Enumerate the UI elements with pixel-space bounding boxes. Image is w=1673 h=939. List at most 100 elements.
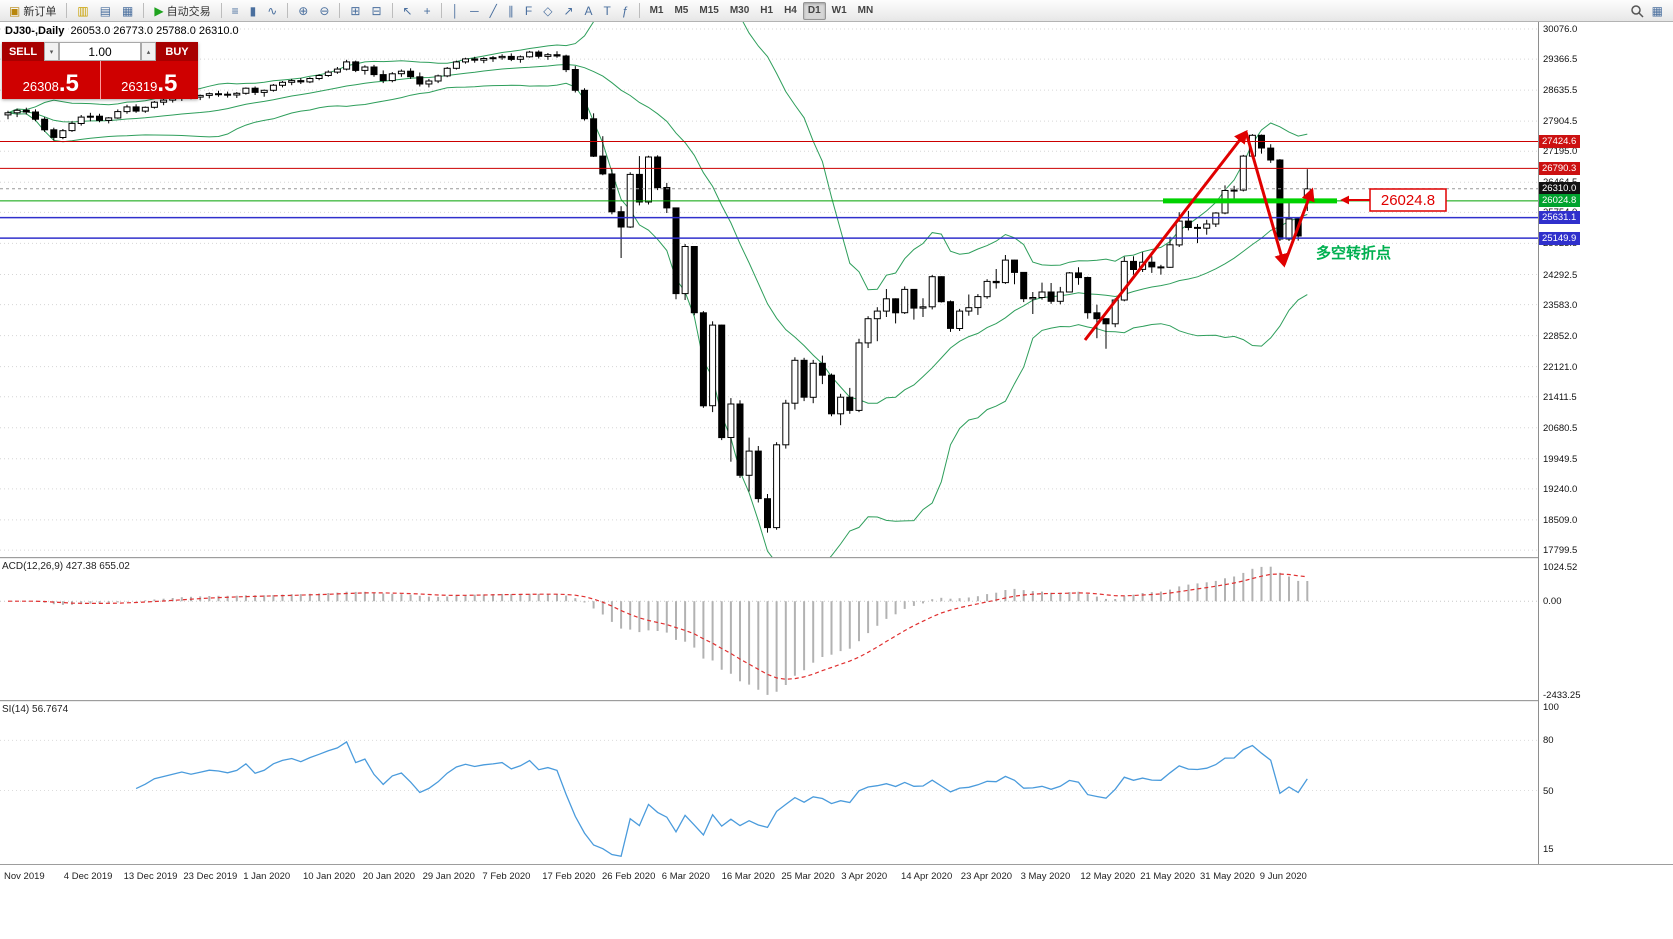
indicators-button[interactable]: ƒ <box>617 1 634 21</box>
timeframe-mn-button[interactable]: MN <box>857 4 874 16</box>
candles-layer <box>4 50 1311 533</box>
timeframe-m30-button[interactable]: M30 <box>729 4 750 16</box>
trendline-button[interactable]: ╱ <box>485 1 502 21</box>
volume-up-button[interactable]: ▴ <box>141 42 156 61</box>
price-callout-box[interactable] <box>1369 188 1447 212</box>
arrows-button[interactable]: ↗ <box>558 1 578 21</box>
crosshair-button[interactable]: + <box>419 1 436 21</box>
main-chart-svg[interactable]: 26024.8 多空转折点 <box>0 22 1538 557</box>
label-button[interactable]: T <box>599 1 616 21</box>
toolbar-separator <box>339 3 341 18</box>
text-icon: A <box>584 3 593 18</box>
price-grid-label: 21411.5 <box>1543 391 1577 403</box>
sell-button[interactable]: SELL <box>2 42 44 61</box>
macd-panel-svg[interactable] <box>0 559 1538 700</box>
navigator-icon: ▤ <box>99 3 112 18</box>
trend-arrows[interactable] <box>1083 129 1315 341</box>
turning-point-annotation[interactable]: 多空转折点 <box>1316 244 1391 262</box>
channel-icon: ∥ <box>507 3 514 18</box>
candlestick-chart-button[interactable]: ▮ <box>245 1 262 21</box>
terminal-button[interactable]: ▦ <box>117 1 138 21</box>
macd-axis-label: -2433.25 <box>1543 689 1581 701</box>
price-level-badge-27424.6: 27424.6 <box>1539 135 1581 148</box>
volume-down-button[interactable]: ▾ <box>44 42 59 61</box>
auto-arrange-button[interactable]: ⊟ <box>366 1 386 21</box>
zoom-in-button[interactable]: ⊕ <box>293 1 313 21</box>
timeframe-h4-button[interactable]: H4 <box>784 4 797 16</box>
line-chart-button[interactable]: ∿ <box>262 1 282 21</box>
auto-trading-button-label: 自动交易 <box>166 5 211 18</box>
chart-title: DJ30-,Daily 26053.0 26773.0 25788.0 2631… <box>5 25 239 37</box>
panel-splitter-macd[interactable] <box>0 557 1673 559</box>
bollinger-bands <box>7 22 1308 557</box>
zoom-out-button[interactable]: ⊖ <box>314 1 334 21</box>
line-chart-icon: ∿ <box>267 3 278 18</box>
date-label: 23 Dec 2019 <box>183 871 238 882</box>
date-label: 20 Jan 2020 <box>362 871 416 882</box>
trendline-icon: ╱ <box>489 3 497 18</box>
date-label: 26 Feb 2020 <box>602 871 656 882</box>
market-watch-button[interactable]: ▥ <box>72 1 93 21</box>
new-order-icon: ▣ <box>9 3 21 18</box>
timeframe-m15-button[interactable]: M15 <box>699 4 719 16</box>
fibonacci-button[interactable]: F <box>520 1 537 21</box>
vertical-line-icon: │ <box>451 3 460 18</box>
buy-price-button[interactable]: 26319.5 <box>99 61 198 99</box>
channel-button[interactable]: ∥ <box>503 1 519 21</box>
rsi-panel-svg[interactable] <box>0 702 1538 864</box>
time-axis[interactable]: Nov 2019 4 Dec 2019 13 Dec 2019 23 Dec 2019… <box>0 864 1673 887</box>
price-level-badge-25149.9: 25149.9 <box>1539 231 1581 245</box>
horizontal-line-icon: ─ <box>470 3 479 18</box>
arrows-icon: ↗ <box>563 3 574 18</box>
cursor-button[interactable]: ↖ <box>398 1 418 21</box>
panel-splitter-rsi[interactable] <box>0 700 1673 702</box>
text-button[interactable]: A <box>580 1 598 21</box>
toolbar-separator <box>638 3 640 18</box>
macd-axis-label: 0.00 <box>1543 596 1562 608</box>
cursor-icon: ↖ <box>402 3 413 18</box>
timeframe-w1-button[interactable]: W1 <box>831 4 847 16</box>
terminal-icon: ▦ <box>122 3 134 18</box>
rsi-indicator-label: SI(14) 56.7674 <box>2 704 69 715</box>
macd-indicator-label: ACD(12,26,9) 427.38 655.02 <box>2 561 130 572</box>
search-icon[interactable] <box>1630 4 1644 18</box>
chart-ohlc-values: 26053.0 26773.0 25788.0 26310.0 <box>70 25 239 37</box>
timeframe-d1-button[interactable]: D1 <box>802 1 826 20</box>
timeframe-h1-button[interactable]: H1 <box>760 4 774 16</box>
date-label: 10 Jan 2020 <box>303 871 356 882</box>
price-gridlines <box>0 28 1538 551</box>
toolbar-separator <box>391 3 393 18</box>
timeframe-m1-button[interactable]: M1 <box>649 4 664 16</box>
chart-windows-icon[interactable]: ▦ <box>1651 3 1663 18</box>
volume-input[interactable]: 1.00 <box>59 42 141 61</box>
horizontal-line-button[interactable]: ─ <box>465 1 484 21</box>
zoom-in-icon: ⊕ <box>298 3 309 18</box>
buy-button[interactable]: BUY <box>156 42 198 61</box>
sell-price-pips: .5 <box>58 70 79 97</box>
navigator-button[interactable]: ▤ <box>95 1 116 21</box>
sell-price-button[interactable]: 26308.5 <box>2 61 100 99</box>
new-order-button-label: 新订单 <box>23 5 57 18</box>
price-grid-label: 23583.0 <box>1543 299 1578 311</box>
market-watch-icon: ▥ <box>77 3 89 18</box>
auto-trading-button[interactable]: ▶ 自动交易 <box>149 1 215 21</box>
price-grid-label: 20680.5 <box>1543 422 1578 434</box>
timeframe-m5-button[interactable]: M5 <box>674 4 689 16</box>
macd-signal-line <box>8 573 1308 680</box>
tile-windows-button[interactable]: ⊞ <box>345 1 365 21</box>
bar-chart-button[interactable]: ≡ <box>227 1 244 21</box>
price-grid-label: 27904.5 <box>1543 116 1578 128</box>
date-label: 25 Mar 2020 <box>781 871 835 882</box>
vertical-line-button[interactable]: │ <box>447 1 465 21</box>
auto-arrange-icon: ⊟ <box>371 3 382 18</box>
date-label: 23 Apr 2020 <box>960 871 1013 882</box>
rsi-axis-label: 80 <box>1543 735 1554 747</box>
bar-chart-icon: ≡ <box>231 3 239 18</box>
shapes-icon: ◇ <box>543 3 553 18</box>
price-grid-label: 19240.0 <box>1543 483 1578 495</box>
price-axis[interactable]: 30076.029366.528635.527904.527195.026464… <box>1538 22 1673 864</box>
new-order-button[interactable]: ▣ 新订单 <box>4 1 61 21</box>
shapes-button[interactable]: ◇ <box>538 1 557 21</box>
date-label: 3 May 2020 <box>1020 871 1071 882</box>
